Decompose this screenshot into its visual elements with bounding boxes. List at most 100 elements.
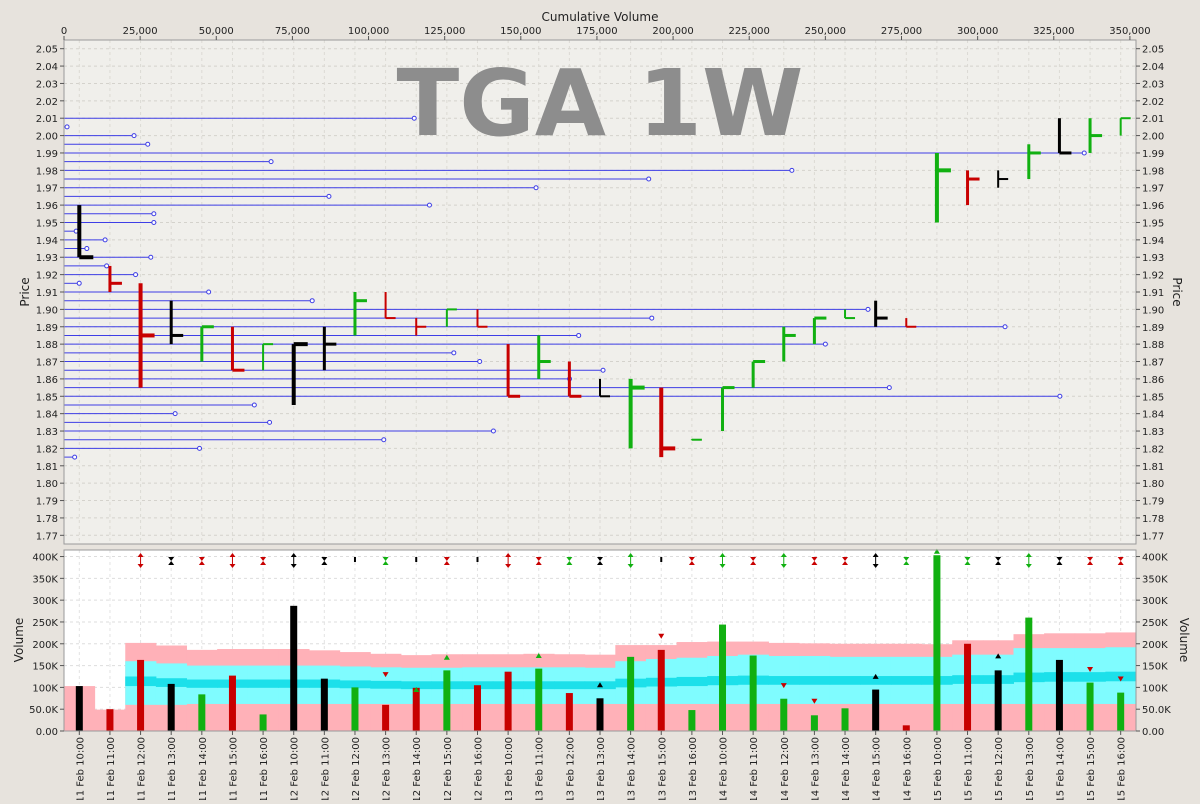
price-tick-label: 1.87 [36, 358, 58, 369]
time-tick-label: 12 Feb 13:00 [382, 737, 393, 800]
ohlc-bar [415, 318, 427, 336]
volume-bar [198, 694, 206, 731]
time-tick-label: 13 Feb 10:00 [504, 737, 515, 800]
volume-annotation-marker [1117, 676, 1124, 682]
volume-tick-label: 0.00 [1142, 727, 1164, 738]
volume-annotation-marker [658, 633, 665, 639]
volume-annotation-marker [780, 683, 787, 689]
cumulative-volume-tick-label: 200,000 [652, 26, 693, 37]
time-tick-label: 14 Feb 11:00 [749, 737, 760, 800]
price-tick-label: 2.00 [1142, 132, 1164, 143]
price-tick-label: 1.81 [36, 462, 58, 473]
signal-arrow-down [137, 564, 144, 568]
signal-top-triangle [566, 557, 573, 561]
volume-bar [719, 624, 727, 731]
volume-bar [657, 649, 665, 731]
watermark-label: TGA 1W [397, 50, 804, 157]
signal-bottom-triangle [903, 561, 910, 565]
signal-marker [137, 553, 144, 568]
volume-profile-point [72, 454, 78, 460]
signal-top-triangle [1056, 557, 1063, 561]
volume-bar [167, 683, 175, 731]
volume-tick-label: 50.0K [29, 705, 58, 716]
volume-bar [1086, 682, 1094, 731]
volume-band-inner [860, 676, 892, 685]
signal-top-triangle [168, 557, 175, 561]
volume-bar [382, 704, 390, 731]
ohlc-bar [108, 265, 122, 292]
ohlc-bar [782, 326, 796, 362]
signal-bottom-triangle [933, 561, 940, 565]
price-tick-label: 1.96 [1142, 201, 1164, 212]
volume-profile-point [490, 428, 496, 434]
volume-profile-point [886, 385, 892, 391]
ohlc-bar [200, 325, 214, 362]
time-tick-label: 13 Feb 13:00 [596, 737, 607, 800]
signal-marker [1087, 557, 1094, 565]
price-tick-label: 2.04 [1142, 62, 1164, 73]
volume-profile-point [145, 141, 151, 147]
signal-marker [168, 557, 175, 565]
time-tick-label: 11 Feb 12:00 [137, 737, 148, 800]
signal-bottom-triangle [535, 561, 542, 565]
volume-profile-point [381, 437, 387, 443]
ohlc-bar [537, 335, 551, 379]
signal-marker [566, 557, 573, 565]
signal-arrow-up [290, 553, 297, 557]
price-tick-label: 2.01 [36, 114, 58, 125]
signal-bottom-triangle [260, 561, 267, 565]
volume-profile-point [206, 289, 212, 295]
signal-top-triangle [443, 557, 450, 561]
signal-marker [627, 553, 634, 568]
volume-annotation-marker [443, 654, 450, 660]
volume-annotation-marker [229, 679, 236, 685]
ohlc-bar [751, 360, 766, 388]
time-tick-label: 14 Feb 13:00 [810, 737, 821, 800]
volume-bar [320, 678, 328, 731]
volume-profile-point [576, 332, 582, 338]
cumulative-volume-tick-label: 50,000 [199, 26, 234, 37]
signal-bottom-triangle [597, 561, 603, 565]
ohlc-bar [77, 205, 94, 260]
volume-profile-point [426, 202, 432, 208]
signal-top-triangle [321, 557, 328, 561]
price-axis-title-left: Price [18, 277, 32, 306]
volume-annotation-marker [872, 673, 879, 679]
ohlc-bar [874, 300, 888, 327]
time-tick-label: 13 Feb 12:00 [565, 737, 576, 800]
cumulative-volume-tick-label: 300,000 [957, 26, 998, 37]
signal-bottom-triangle [198, 561, 205, 565]
volume-annotation-marker [597, 682, 603, 688]
signal-arrow-down [229, 564, 236, 568]
price-tick-label: 2.05 [1142, 45, 1164, 56]
price-tick-label: 1.82 [36, 444, 58, 455]
cumulative-volume-tick-label: 75,000 [275, 26, 310, 37]
signal-arrow-up [229, 553, 236, 557]
price-y-axis-right: 2.05 2.04 2.03 2.02 2.01 2.00 1.99 1.98 1.97 1.96… [1136, 45, 1164, 542]
price-tick-label: 1.81 [1142, 462, 1164, 473]
signal-top-triangle [1087, 557, 1094, 561]
signal-bottom-triangle [443, 561, 450, 565]
volume-band-inner [370, 680, 402, 689]
volume-bar [872, 689, 880, 731]
time-tick-label: 11 Feb 10:00 [75, 737, 86, 800]
time-tick-label: 15 Feb 10:00 [933, 737, 944, 800]
price-tick-label: 1.84 [36, 410, 58, 421]
volume-annotation-marker [811, 698, 818, 704]
price-tick-label: 1.89 [36, 323, 58, 334]
ohlc-bar [966, 170, 980, 206]
signal-marker [505, 553, 512, 568]
ohlc-bar [291, 342, 308, 405]
signal-top-triangle [842, 557, 849, 561]
price-tick-label: 1.95 [36, 218, 58, 229]
price-tick-label: 1.78 [36, 514, 58, 525]
volume-band-inner [1105, 671, 1137, 682]
volume-band-inner [676, 676, 708, 687]
volume-band-inner [799, 676, 831, 685]
volume-bar [902, 725, 910, 731]
price-tick-label: 1.79 [1142, 497, 1164, 508]
volume-tick-label: 200K [1142, 640, 1168, 651]
volume-profile-point [865, 306, 871, 312]
ohlc-bar [353, 292, 367, 336]
